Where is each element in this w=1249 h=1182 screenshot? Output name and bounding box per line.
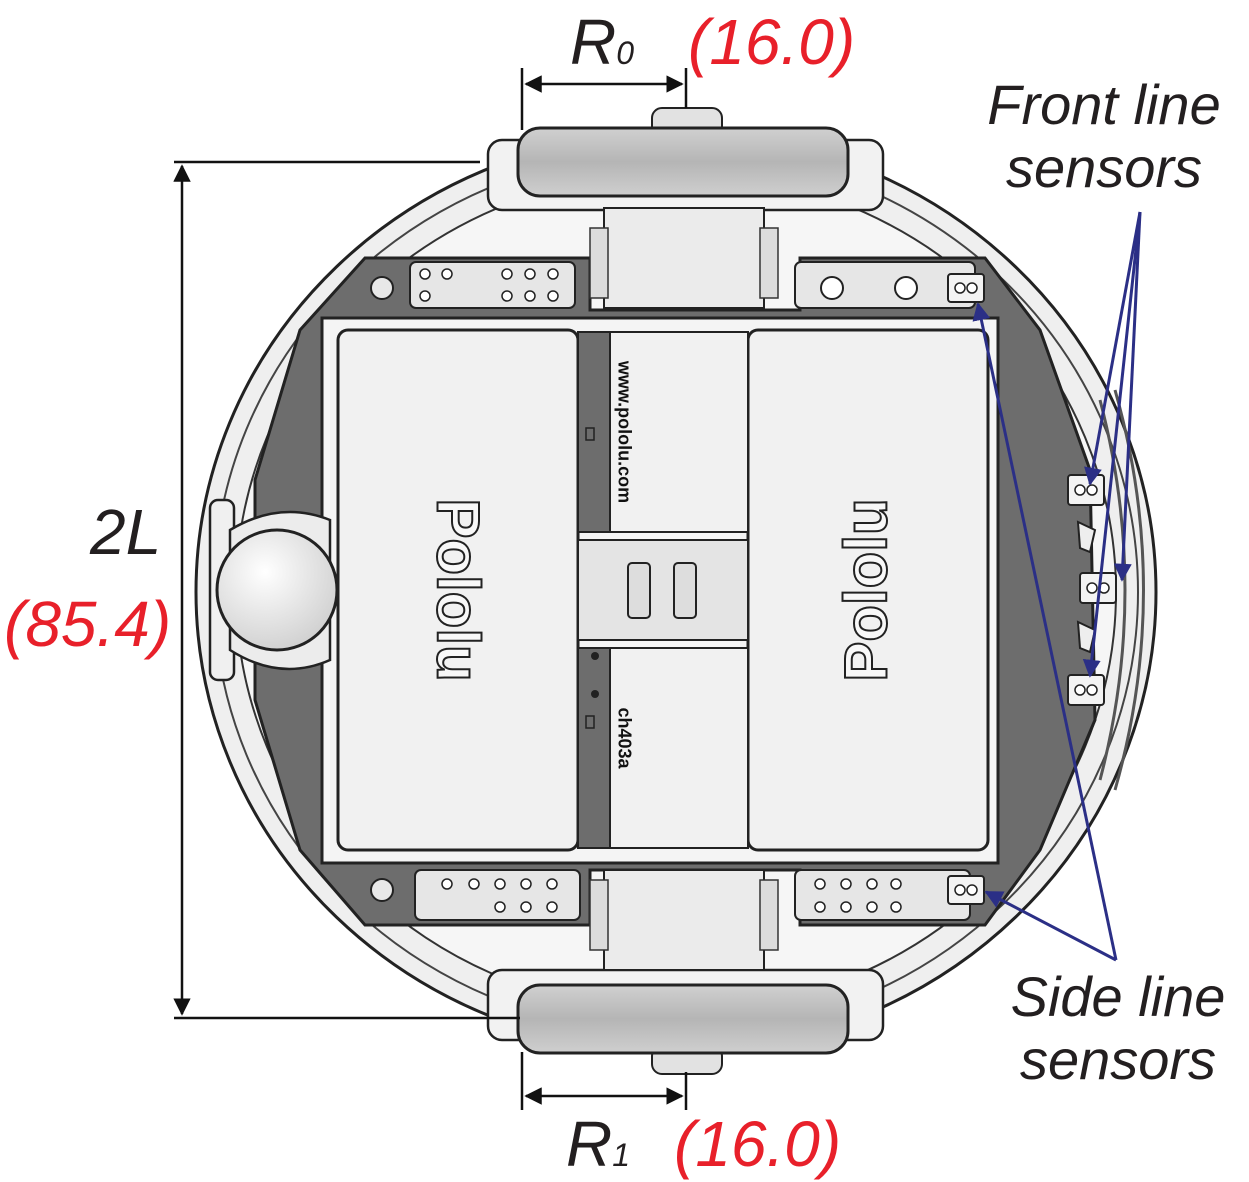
bottom-wheel: [486, 869, 885, 1075]
board-url-text: www.pololu.com: [614, 360, 635, 504]
board-logo-left: Pololu: [424, 497, 493, 682]
label-side-sensors-line2: sensors: [1019, 1027, 1217, 1091]
front-sensor-arrows: [1082, 211, 1142, 678]
label-R1-symbol: R: [566, 1108, 613, 1180]
motor-frame: [320, 316, 1000, 865]
dimension-R1: [520, 1052, 688, 1110]
label-2L-value: (85.4): [4, 588, 172, 660]
side-sensor-arrows: [972, 302, 1118, 962]
board-code-text: ch403a: [614, 707, 635, 769]
label-R1-subscript: 1: [612, 1137, 631, 1173]
label-R1-value: (16.0): [674, 1108, 842, 1180]
dimension-R0: [520, 68, 688, 130]
top-wheel: [486, 107, 885, 309]
label-front-sensors-line2: sensors: [1005, 135, 1203, 199]
caster-ball: [208, 498, 339, 682]
label-R0-symbol: R: [570, 6, 617, 78]
dimension-2L: [173, 160, 520, 1020]
label-front-sensors: Front line sensors: [968, 73, 1240, 199]
board-logo-right: Pololu: [832, 497, 901, 682]
label-front-sensors-line1: Front line: [987, 73, 1221, 136]
label-R0-subscript: 0: [616, 35, 635, 71]
label-2L: 2L: [90, 496, 162, 568]
line-sensors: [947, 273, 1117, 905]
label-side-sensors: Side line sensors: [990, 965, 1246, 1091]
label-side-sensors-line1: Side line: [1010, 965, 1226, 1028]
label-R0: R0: [570, 10, 634, 74]
label-R0-value: (16.0): [688, 6, 856, 78]
label-R1: R1: [566, 1112, 630, 1176]
